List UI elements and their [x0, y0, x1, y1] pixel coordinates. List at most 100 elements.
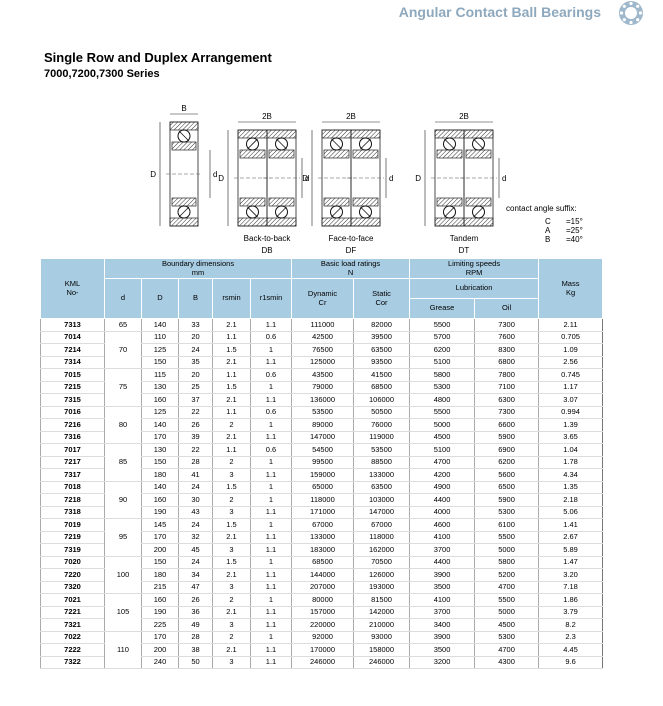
bearing-number: 7016 [40, 405, 105, 419]
table-cell: 4500 [409, 431, 475, 444]
table-cell: 4700 [474, 643, 539, 657]
table-cell: 160 [141, 493, 179, 507]
table-row: 7216 140 26 2 1 89000 76000 5000 6600 1.39 [40, 418, 603, 432]
table-cell: 1.1 [249, 543, 292, 557]
table-row: 7316 170 39 2.1 1.1 147000 119000 4500 5900 3.65 [40, 431, 603, 444]
table-cell: 2.3 [538, 630, 603, 644]
table-cell: 3 [212, 468, 251, 482]
table-cell: 180 [141, 468, 179, 482]
table-cell: 36 [178, 606, 213, 619]
outer-ring [434, 217, 465, 227]
table-cell: 2.1 [212, 531, 251, 544]
contact-line [276, 206, 287, 218]
contact-line [331, 138, 342, 150]
inner-ring [352, 197, 379, 207]
bearing-number: 7319 [40, 543, 105, 557]
contact-angle: =40° [566, 235, 583, 244]
header-line: Limiting speeds [447, 259, 501, 269]
bearing-number: 7020 [40, 555, 105, 569]
table-cell: 8300 [474, 343, 539, 357]
bore-diameter: 90 [104, 480, 142, 519]
table-cell: 1.41 [538, 518, 603, 532]
table-cell: 1.17 [538, 381, 603, 394]
table-cell: 4400 [409, 493, 475, 507]
table-cell: 1.5 [212, 518, 251, 532]
header-cell: r1smin [249, 278, 293, 319]
table-cell: 159000 [291, 468, 354, 482]
table-cell: 210000 [353, 618, 410, 632]
table-cell: 1.1 [212, 405, 251, 419]
table-cell: 24 [178, 518, 213, 532]
table-cell: 1.1 [249, 318, 292, 332]
table-cell: 115 [141, 368, 179, 382]
arrangement-name: Tandem [450, 234, 479, 243]
table-cell: 1.1 [249, 656, 292, 669]
inner-ring [171, 197, 197, 207]
bore-diameter: 70 [104, 330, 142, 369]
table-cell: 3400 [409, 618, 475, 632]
contact-line [178, 206, 190, 218]
contact-line [331, 206, 342, 218]
table-cell: 5300 [409, 381, 475, 394]
table-cell: 158000 [353, 643, 410, 657]
bearing-number: 7217 [40, 456, 105, 469]
header-row: Grease Oil [41, 298, 603, 319]
bore-diameter: 105 [104, 593, 142, 632]
contact-line [360, 138, 371, 150]
bearing-icon [619, 1, 643, 25]
table-cell: 1 [249, 480, 292, 494]
table-cell: 7600 [474, 330, 539, 344]
bearing-number: 7321 [40, 618, 105, 632]
contact-line [444, 206, 455, 218]
table-cell: 28 [178, 630, 213, 644]
table-cell: 5900 [474, 431, 539, 444]
table-cell: 103000 [353, 493, 410, 507]
table-cell: 110 [141, 330, 179, 344]
table-cell: 2 [212, 630, 251, 644]
bearing-number: 7019 [40, 518, 105, 532]
heading-subtitle: 7000,7200,7300 Series [44, 68, 160, 80]
table-cell: 79000 [291, 381, 354, 394]
table-cell: 3 [212, 656, 251, 669]
bearing-number: 7221 [40, 606, 105, 619]
header-line: No- [66, 287, 79, 297]
outer-label: D [218, 174, 224, 183]
bearing-number: 7320 [40, 581, 105, 594]
table-cell: 118000 [291, 493, 354, 507]
inner-ring [239, 197, 266, 207]
header-line: KML [64, 279, 81, 289]
table-row: 7220 180 34 2.1 1.1 144000 126000 3900 5200 3.20 [40, 568, 603, 582]
table-cell: 6900 [474, 443, 539, 457]
table-cell: 119000 [353, 431, 410, 444]
table-cell: 1 [249, 555, 292, 569]
table-cell: 8.2 [538, 618, 603, 632]
contact-code: B [545, 235, 550, 244]
header-cell: Lubrication [409, 278, 540, 299]
table-cell: 145 [141, 518, 179, 532]
table-cell: 144000 [291, 568, 354, 582]
table-cell: 7300 [474, 318, 539, 332]
header-row: KML No- Boundary dimensions mm Basic load ra… [40, 258, 604, 319]
table-cell: 207000 [291, 581, 354, 594]
header-cell: rsmin [212, 278, 251, 319]
bearing-number: 7218 [40, 493, 105, 507]
table-cell: 5200 [474, 568, 539, 582]
table-cell: 150 [141, 555, 179, 569]
header-cell: Boundary dimensions mm [103, 258, 293, 279]
table-cell: 4.45 [538, 643, 603, 657]
table-cell: 4900 [409, 480, 475, 494]
bearing-number: 7317 [40, 468, 105, 482]
table-cell: 106000 [353, 393, 410, 407]
table-cell: 220000 [291, 618, 354, 632]
table-cell: 2.1 [212, 606, 251, 619]
table-cell: 35 [178, 356, 213, 369]
inner-ring [436, 149, 463, 159]
arrangement-code: DT [459, 246, 470, 255]
table-cell: 125000 [291, 356, 354, 369]
bearing-number: 7017 [40, 443, 105, 457]
table-cell: 30 [178, 493, 213, 507]
width-label: 2B [262, 112, 272, 121]
table-cell: 225 [141, 618, 179, 632]
table-cell: 5000 [474, 543, 539, 557]
table-cell: 24 [178, 480, 213, 494]
